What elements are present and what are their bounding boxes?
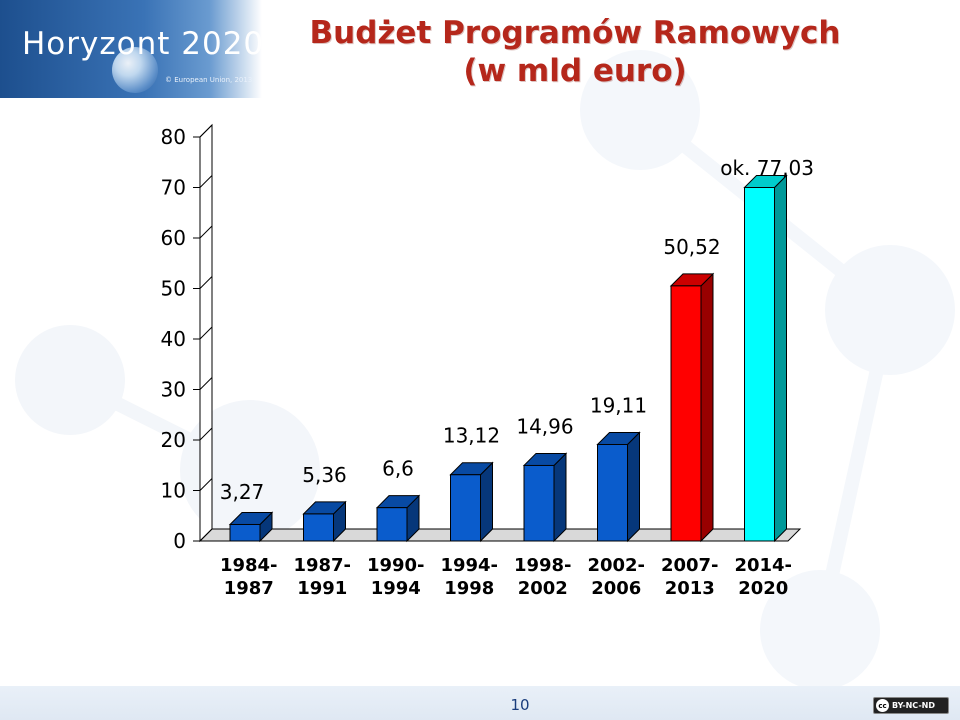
x-category-label: 1998 bbox=[444, 578, 494, 599]
bar bbox=[670, 285, 702, 542]
y-gridline-stub bbox=[199, 225, 213, 239]
bar bbox=[303, 513, 334, 542]
data-label: 19,11 bbox=[590, 393, 647, 417]
footer-bar bbox=[0, 686, 960, 720]
x-category-label: 2007- bbox=[661, 555, 719, 576]
bar bbox=[229, 523, 261, 542]
x-category-label: 2002- bbox=[587, 555, 645, 576]
slide-title-line-1: Budżet Programów Ramowych bbox=[309, 15, 841, 51]
data-label: 14,96 bbox=[516, 414, 573, 438]
x-category-label: 1994 bbox=[371, 578, 421, 599]
license-badge: cc BY-NC-ND bbox=[873, 697, 949, 714]
x-category-label: 2013 bbox=[665, 578, 715, 599]
x-category-label: 2006 bbox=[591, 578, 641, 599]
y-tick-label: 60 bbox=[161, 226, 186, 250]
bar bbox=[597, 443, 628, 542]
bar-side bbox=[480, 461, 493, 543]
data-label: 6,6 bbox=[382, 457, 414, 481]
y-gridline-stub bbox=[199, 528, 213, 542]
slide-title: Budżet Programów Ramowych (w mld euro) bbox=[250, 14, 900, 90]
y-tick-label: 20 bbox=[161, 428, 186, 452]
x-category-label: 1994- bbox=[440, 555, 498, 576]
bar bbox=[376, 507, 408, 542]
y-tick-label: 30 bbox=[161, 378, 186, 402]
logo-text: Horyzont 2020 bbox=[22, 26, 265, 62]
bar bbox=[450, 474, 481, 542]
horyzont-2020-logo: Horyzont 2020 © European Union, 2013 bbox=[0, 0, 265, 98]
y-gridline-stub bbox=[199, 175, 213, 188]
y-gridline-stub bbox=[199, 276, 213, 289]
x-category-label: 1998- bbox=[514, 555, 572, 576]
y-tick-label: 40 bbox=[161, 327, 186, 351]
data-label: ok. 77,03 bbox=[720, 156, 814, 180]
x-category-label: 1987 bbox=[224, 578, 274, 599]
y-tick-label: 80 bbox=[161, 125, 186, 149]
y-gridline-stub bbox=[199, 478, 213, 491]
y-tick-label: 10 bbox=[161, 479, 186, 503]
y-gridline-stub bbox=[199, 124, 213, 138]
x-category-label: 1984- bbox=[220, 555, 278, 576]
x-category-label: 2014- bbox=[734, 555, 792, 576]
page-number: 10 bbox=[510, 696, 530, 714]
logo-copyright: © European Union, 2013 bbox=[165, 76, 253, 84]
bar-side bbox=[627, 431, 640, 543]
x-category-label: 1987- bbox=[293, 555, 351, 576]
data-label: 50,52 bbox=[663, 235, 720, 259]
data-label: 5,36 bbox=[302, 463, 347, 487]
globe-icon bbox=[112, 47, 158, 93]
creative-commons-icon: cc bbox=[876, 699, 889, 712]
y-gridline-stub bbox=[199, 326, 213, 340]
license-text: BY-NC-ND bbox=[892, 701, 936, 710]
y-tick-label: 70 bbox=[161, 176, 186, 200]
bar-side bbox=[553, 452, 567, 543]
y-tick-label: 0 bbox=[173, 529, 186, 553]
bar-side bbox=[774, 174, 787, 543]
x-category-label: 2020 bbox=[738, 578, 788, 599]
bar-side bbox=[700, 272, 714, 543]
y-gridline-stub bbox=[199, 377, 213, 390]
bar bbox=[744, 187, 775, 542]
x-category-label: 2002 bbox=[518, 578, 568, 599]
y-gridline-stub bbox=[199, 427, 213, 441]
y-tick-label: 50 bbox=[161, 277, 186, 301]
bar bbox=[523, 464, 555, 542]
slide-title-line-2: (w mld euro) bbox=[463, 53, 687, 89]
x-category-label: 1991 bbox=[297, 578, 347, 599]
x-category-label: 1990- bbox=[367, 555, 425, 576]
data-label: 13,12 bbox=[443, 424, 500, 448]
data-label: 3,27 bbox=[220, 480, 265, 504]
